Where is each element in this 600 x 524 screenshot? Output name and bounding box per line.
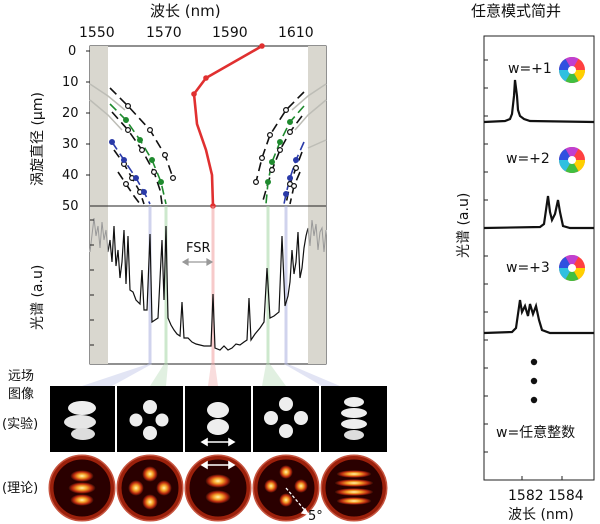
angle-label: 5° bbox=[308, 509, 323, 524]
exp-images bbox=[50, 386, 387, 452]
far-field-label-1: 远场 bbox=[8, 369, 34, 384]
red-mode-curve bbox=[192, 44, 263, 207]
any-integer-label: w=任意整数 bbox=[496, 424, 575, 441]
far-field-label-2: 图像 bbox=[8, 387, 34, 402]
vortex-wheel-icon bbox=[558, 254, 586, 282]
y-tick: 40 bbox=[62, 168, 79, 183]
funnel-connectors bbox=[82, 364, 340, 386]
y-tick: 20 bbox=[62, 106, 79, 121]
right-frame bbox=[483, 35, 595, 481]
theory-label: (理论) bbox=[2, 481, 38, 496]
right-title: 任意模式简并 bbox=[471, 2, 561, 20]
upper-yticks: 0 10 20 30 40 50 bbox=[62, 44, 79, 214]
top-tick: 1570 bbox=[146, 25, 182, 41]
top-tick: 1610 bbox=[278, 25, 314, 41]
y-tick: 10 bbox=[62, 75, 79, 90]
mode-label: w=+1 bbox=[508, 61, 552, 77]
plot-frame bbox=[89, 45, 327, 365]
lower-ylabel: 光谱 (a.u) bbox=[30, 265, 46, 330]
faint-curves bbox=[89, 83, 327, 149]
top-axis-title: 波长 (nm) bbox=[150, 2, 221, 20]
mode-spectrum-3 bbox=[483, 299, 594, 335]
spectrum-line bbox=[107, 225, 309, 351]
top-tick: 1550 bbox=[79, 25, 115, 41]
mode-markers bbox=[108, 102, 300, 198]
spectrum-band-right bbox=[307, 219, 327, 253]
x-tick: 1584 bbox=[548, 488, 584, 504]
edge-band-right bbox=[308, 46, 326, 364]
upper-ylabel: 涡旋直径 (μm) bbox=[29, 92, 46, 186]
vortex-wheel-icon bbox=[558, 146, 586, 174]
y-tick: 50 bbox=[62, 199, 79, 214]
mode-spectrum-2 bbox=[483, 195, 594, 230]
ellipsis-dots bbox=[530, 358, 538, 404]
exp-label: (实验) bbox=[2, 416, 38, 432]
top-tick: 1590 bbox=[212, 25, 248, 41]
vortex-wheel-icon bbox=[558, 56, 586, 84]
fsr-label: FSR bbox=[186, 241, 211, 256]
y-tick: 30 bbox=[62, 137, 79, 152]
y-tick: 0 bbox=[68, 44, 76, 59]
spectrum-band-left bbox=[89, 217, 109, 253]
mode-label: w=+2 bbox=[506, 151, 550, 167]
right-xlabel: 波长 (nm) bbox=[508, 507, 574, 523]
right-ylabel: 光谱 (a.u) bbox=[456, 193, 472, 258]
mode-spectrum-1 bbox=[483, 79, 595, 124]
x-tick: 1582 bbox=[508, 488, 544, 504]
theory-images bbox=[48, 454, 388, 522]
fsr-arrow bbox=[181, 257, 214, 267]
edge-band-left bbox=[90, 46, 108, 364]
mode-label: w=+3 bbox=[506, 260, 550, 276]
